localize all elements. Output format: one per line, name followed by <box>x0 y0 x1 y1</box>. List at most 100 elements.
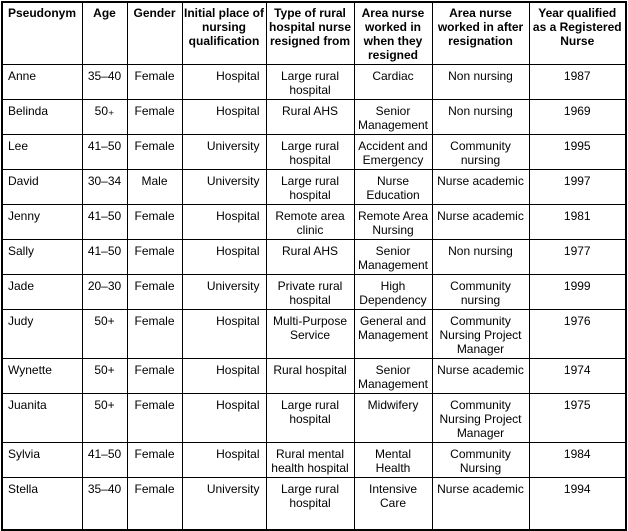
table-cell: 1997 <box>528 169 627 205</box>
table-cell: 1994 <box>528 477 627 530</box>
table-cell: Community Nursing Project Manager <box>431 393 530 443</box>
table-cell: Large rural hospital <box>265 393 355 443</box>
table-cell: Hospital <box>181 99 267 135</box>
table-cell: 1981 <box>528 204 627 240</box>
table-cell: 35–40 <box>81 64 128 100</box>
table-cell: Midwifery <box>353 393 433 443</box>
table-cell: Hospital <box>181 442 267 478</box>
table-row: David 30–34 Male University Large rural hosp… <box>1 169 627 205</box>
table-cell: Hospital <box>181 239 267 275</box>
table-cell: Female <box>126 204 183 240</box>
table-cell: Female <box>126 64 183 100</box>
table-cell: 41–50 <box>81 204 128 240</box>
table-cell: Female <box>126 309 183 359</box>
table-cell: Rural AHS <box>265 99 355 135</box>
table-cell: Anne <box>1 64 83 100</box>
column-header: Age <box>81 1 128 65</box>
column-header: Area nurse worked in when they resigned <box>353 1 433 65</box>
table-body: Anne 35–40 Female Hospital Large rural hospi… <box>1 64 627 530</box>
table-cell: 41–50 <box>81 239 128 275</box>
table-cell: Remote Area Nursing <box>353 204 433 240</box>
table-cell: Hospital <box>181 204 267 240</box>
table-cell: 1977 <box>528 239 627 275</box>
column-header: Type of rural hospital nurse resigned fr… <box>265 1 355 65</box>
table-cell: Sylvia <box>1 442 83 478</box>
table-cell: Hospital <box>181 309 267 359</box>
table-cell: Senior Management <box>353 99 433 135</box>
table-cell: 50+ <box>81 358 128 394</box>
table-cell: Cardiac <box>353 64 433 100</box>
table-row: Lee 41–50 Female University Large rural hosp… <box>1 134 627 170</box>
table-cell: University <box>181 134 267 170</box>
table-cell: Wynette <box>1 358 83 394</box>
table-cell: Nurse academic <box>431 169 530 205</box>
table-cell: 30–34 <box>81 169 128 205</box>
table-cell: Nurse academic <box>431 477 530 530</box>
table-cell: Female <box>126 477 183 530</box>
table-row: Belinda 50₊ Female Hospital Rural AHS Senior … <box>1 99 627 135</box>
table-cell: University <box>181 169 267 205</box>
table-cell: Female <box>126 239 183 275</box>
table-cell: General and Management <box>353 309 433 359</box>
column-header: Gender <box>126 1 183 65</box>
table-cell: High Dependency <box>353 274 433 310</box>
table-cell: Non nursing <box>431 64 530 100</box>
table-cell: Judy <box>1 309 83 359</box>
table-cell: Hospital <box>181 393 267 443</box>
table-cell: Stella <box>1 477 83 530</box>
table-cell: 1987 <box>528 64 627 100</box>
table-cell: Nurse Education <box>353 169 433 205</box>
table-cell: Community nursing <box>431 134 530 170</box>
table-cell: Private rural hospital <box>265 274 355 310</box>
table-cell: 1974 <box>528 358 627 394</box>
table-cell: Intensive Care <box>353 477 433 530</box>
table-cell: Nurse academic <box>431 358 530 394</box>
table-cell: Juanita <box>1 393 83 443</box>
table-cell: Jade <box>1 274 83 310</box>
column-header: Area nurse worked in after resignation <box>431 1 530 65</box>
table-cell: 1984 <box>528 442 627 478</box>
table-cell: Female <box>126 393 183 443</box>
table-cell: 35–40 <box>81 477 128 530</box>
header-row: Pseudonym Age Gender Initial place of nursi… <box>1 1 627 65</box>
table-cell: Lee <box>1 134 83 170</box>
table-row: Jenny 41–50 Female Hospital Remote area clin… <box>1 204 627 240</box>
table-cell: 41–50 <box>81 442 128 478</box>
table-cell: 1975 <box>528 393 627 443</box>
table-cell: Senior Management <box>353 239 433 275</box>
table-cell: 1995 <box>528 134 627 170</box>
table-cell: Multi-Purpose Service <box>265 309 355 359</box>
table-cell: 1969 <box>528 99 627 135</box>
table-cell: 50+ <box>81 393 128 443</box>
table-cell: Rural mental health hospital <box>265 442 355 478</box>
column-header: Year qualified as a Registered Nurse <box>528 1 627 65</box>
table-cell: Large rural hospital <box>265 134 355 170</box>
column-header: Initial place of nursing qualification <box>181 1 267 65</box>
table-row: Anne 35–40 Female Hospital Large rural hospi… <box>1 64 627 100</box>
table-row: Sylvia 41–50 Female Hospital Rural mental he… <box>1 442 627 478</box>
table-cell: University <box>181 274 267 310</box>
table-cell: Remote area clinic <box>265 204 355 240</box>
table-cell: Belinda <box>1 99 83 135</box>
table-cell: Female <box>126 358 183 394</box>
table-cell: Female <box>126 274 183 310</box>
table-cell: Rural hospital <box>265 358 355 394</box>
table-cell: Hospital <box>181 358 267 394</box>
table-row: Judy 50+ Female Hospital Multi-Purpose Servi… <box>1 309 627 359</box>
table-cell: Non nursing <box>431 99 530 135</box>
table-cell: University <box>181 477 267 530</box>
table-row: Sally 41–50 Female Hospital Rural AHS Senior … <box>1 239 627 275</box>
table-cell: Community Nursing Project Manager <box>431 309 530 359</box>
table-cell: 1999 <box>528 274 627 310</box>
table-cell: Female <box>126 134 183 170</box>
table-cell: David <box>1 169 83 205</box>
table-cell: Female <box>126 99 183 135</box>
table-cell: Community nursing <box>431 274 530 310</box>
table-cell: Large rural hospital <box>265 477 355 530</box>
column-header: Pseudonym <box>1 1 83 65</box>
table-cell: Sally <box>1 239 83 275</box>
table-row: Wynette 50+ Female Hospital Rural hospital Se… <box>1 358 627 394</box>
table-cell: Jenny <box>1 204 83 240</box>
